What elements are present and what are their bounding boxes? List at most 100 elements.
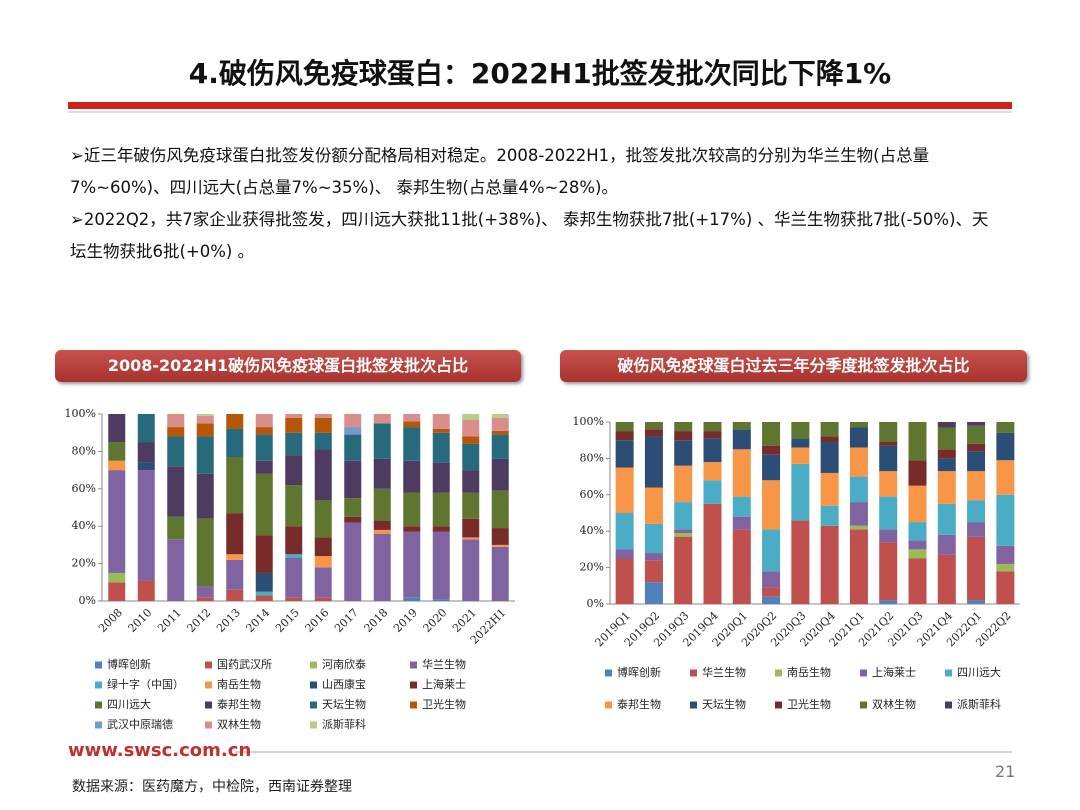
legend-label: 上海莱士 — [422, 677, 466, 691]
bar-segment — [137, 470, 155, 581]
bar-segment — [432, 526, 450, 532]
bar-segment — [314, 417, 332, 433]
bar-segment — [967, 471, 986, 501]
legend-label: 山西康宝 — [322, 677, 366, 691]
bar-segment — [226, 457, 244, 514]
bar-segment — [820, 472, 839, 506]
bar-segment — [615, 558, 634, 604]
x-tick-label: 2020 — [421, 606, 450, 635]
bar-segment — [226, 428, 244, 458]
bar-segment — [432, 428, 450, 433]
y-tick-label: 0% — [79, 594, 96, 607]
bar-segment — [820, 525, 839, 604]
bar-segment — [226, 414, 244, 429]
bar-segment — [373, 520, 391, 530]
bar-segment — [373, 423, 391, 459]
bar-segment — [432, 599, 450, 601]
bar-segment — [314, 556, 332, 568]
bar-segment — [908, 522, 927, 541]
y-tick-label: 60% — [580, 488, 604, 501]
bar-segment — [344, 522, 362, 601]
legend-label: 华兰生物 — [702, 665, 746, 679]
footer-source: 数据来源：医药魔方，中检院，西南证券整理 — [72, 779, 352, 795]
bar-segment — [937, 422, 956, 428]
slide-title: 4.破伤风免疫球蛋白：2022H1批签发批次同比下降1% — [188, 57, 892, 90]
bar-segment — [762, 529, 781, 572]
bar-segment — [937, 427, 956, 450]
bar-segment — [255, 460, 273, 474]
y-tick-label: 40% — [72, 519, 96, 532]
bar-segment — [462, 414, 480, 420]
bar-segment — [226, 559, 244, 590]
bar-segment — [732, 429, 751, 450]
bar-segment — [285, 557, 303, 598]
bar-segment — [344, 427, 362, 435]
bar-segment — [996, 432, 1015, 461]
legend-label: 国药武汉所 — [217, 658, 272, 671]
bar-segment — [285, 526, 303, 555]
bar-segment — [908, 460, 927, 486]
bar-segment — [108, 582, 126, 601]
bar-segment — [255, 414, 273, 428]
bar-segment — [967, 451, 986, 472]
bar-segment — [167, 427, 185, 437]
legend-label: 泰邦生物 — [217, 697, 261, 711]
bar-segment — [908, 549, 927, 559]
bar-segment — [491, 528, 509, 545]
x-tick-label: 2012 — [185, 606, 214, 635]
legend-swatch — [860, 669, 867, 677]
bar-segment — [285, 417, 303, 433]
chart-title: 破伤风免疫球蛋白过去三年分季度批签发批次占比 — [560, 350, 1027, 382]
bar-segment — [403, 526, 421, 532]
bar-segment — [937, 534, 956, 555]
bar-segment — [255, 473, 273, 536]
bar-segment — [732, 516, 751, 530]
bar-segment — [491, 544, 509, 547]
bar-segment — [644, 523, 663, 554]
bar-segment — [314, 432, 332, 450]
bar-segment — [196, 415, 214, 424]
bar-segment — [491, 434, 509, 459]
bar-segment — [644, 422, 663, 430]
bar-segment — [644, 582, 663, 604]
bar-segment — [820, 436, 839, 443]
x-tick-label: 2018 — [362, 606, 391, 635]
bar-segment — [167, 414, 185, 428]
bar-segment — [615, 513, 634, 550]
bar-segment — [644, 429, 663, 437]
legend-label: 华兰生物 — [422, 657, 466, 671]
bar-segment — [403, 421, 421, 428]
bar-segment — [403, 427, 421, 461]
bar-segment — [491, 490, 509, 529]
bar-segment — [967, 422, 986, 426]
x-tick-label: 2010 — [126, 606, 155, 635]
bar-segment — [644, 487, 663, 524]
bar-segment — [137, 580, 155, 601]
bar-segment — [344, 516, 362, 523]
bar-segment — [285, 414, 303, 418]
bar-segment — [791, 463, 810, 521]
bar-segment — [703, 503, 722, 604]
legend-label: 卫光生物 — [787, 697, 831, 711]
bar-segment — [344, 434, 362, 461]
legend-swatch — [690, 701, 697, 709]
bar-segment — [314, 537, 332, 557]
bar-segment — [908, 422, 927, 461]
legend-label: 博晖创新 — [617, 665, 661, 679]
bar-segment — [762, 454, 781, 481]
bar-segment — [403, 597, 421, 601]
bar-segment — [462, 537, 480, 540]
bar-segment — [462, 492, 480, 519]
bar-segment — [314, 567, 332, 598]
legend-swatch — [95, 681, 102, 689]
bar-segment — [791, 438, 810, 448]
bar-segment — [644, 436, 663, 488]
bar-segment — [167, 436, 185, 467]
legend-label: 上海莱士 — [872, 665, 916, 679]
bar-segment — [879, 542, 898, 601]
legend-swatch — [310, 681, 317, 689]
bar-segment — [196, 414, 214, 416]
bar-segment — [820, 505, 839, 526]
bar-segment — [373, 529, 391, 534]
bar-segment — [732, 529, 751, 604]
